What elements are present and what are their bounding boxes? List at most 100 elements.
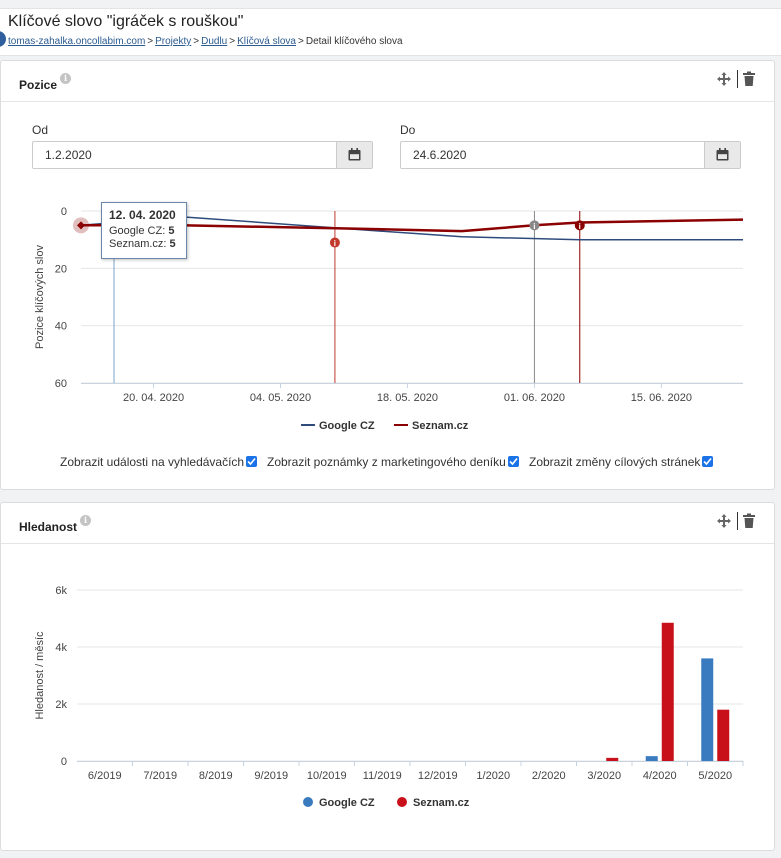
x-tick-label: 3/2020 — [587, 770, 621, 782]
legend-google[interactable]: Google CZ — [303, 797, 375, 809]
y-tick-label: 40 — [55, 321, 67, 333]
toolbar-divider — [737, 512, 738, 530]
legend-seznam[interactable]: Seznam.cz — [397, 797, 469, 809]
breadcrumb-separator: > — [298, 36, 304, 47]
legend-dot-google — [303, 797, 313, 807]
checkbox-landing-page-changes[interactable]: Zobrazit změny cílových stránek — [529, 455, 714, 469]
page-title: Klíčové slovo "igráček s rouškou" — [8, 13, 244, 30]
breadcrumb-root-link[interactable]: tomas-zahalka.oncollabim.com — [8, 36, 146, 47]
checkbox-checked-icon[interactable] — [246, 456, 258, 467]
from-label: Od — [32, 123, 49, 137]
bar-google — [645, 756, 658, 761]
move-icon[interactable] — [716, 513, 732, 529]
move-icon[interactable] — [716, 71, 732, 87]
x-tick-label: 8/2019 — [199, 770, 233, 782]
trash-icon[interactable] — [742, 71, 756, 87]
breadcrumb-separator: > — [193, 36, 200, 47]
tooltip-row-google: Google CZ: 5 — [109, 225, 186, 238]
x-tick-label: 1/2020 — [476, 770, 510, 782]
legend-label: Seznam.cz — [412, 420, 469, 432]
checkbox-search-events[interactable]: Zobrazit události na vyhledávačích — [60, 455, 258, 469]
legend-google[interactable]: Google CZ — [301, 420, 375, 432]
breadcrumb-project-link[interactable]: Dudlu — [201, 36, 228, 47]
event-marker-icon — [574, 220, 585, 231]
x-tick-label: 4/2020 — [643, 770, 677, 782]
x-tick-label: 6/2019 — [88, 770, 122, 782]
legend-line-seznam — [394, 424, 408, 426]
info-icon[interactable]: i — [60, 73, 71, 84]
position-chart: 0 20 40 60 20. 04. 2020 04. 05. 2020 18. 05. 2… — [34, 206, 744, 404]
position-panel: Pozice i Od Do — [0, 60, 775, 490]
bar-google — [701, 658, 714, 761]
checkbox-marketing-notes[interactable]: Zobrazit poznámky z marketingového deník… — [267, 455, 519, 469]
trash-icon[interactable] — [742, 513, 756, 529]
from-calendar-button[interactable] — [336, 142, 372, 168]
hover-point-seznam — [77, 221, 85, 230]
breadcrumb-separator: > — [229, 36, 236, 47]
y-tick-label: 2k — [55, 699, 67, 711]
checkbox-checked-icon[interactable] — [507, 456, 519, 467]
x-tick-label: 9/2019 — [254, 770, 288, 782]
y-tick-label: 6k — [55, 585, 67, 597]
x-tick-label: 5/2020 — [698, 770, 732, 782]
y-tick-label: 60 — [55, 378, 67, 390]
x-tick-label: 11/2019 — [363, 770, 402, 782]
tooltip-row-seznam: Seznam.cz: 5 — [109, 238, 186, 251]
panel-title: Pozice — [19, 78, 58, 92]
breadcrumb-separator: > — [147, 36, 154, 47]
from-date-input[interactable] — [33, 142, 336, 168]
breadcrumb-current: Detail klíčového slova — [305, 36, 403, 47]
checkbox-checked-icon[interactable] — [702, 456, 714, 467]
search-volume-panel: Hledanost i 0 2k 4k 6k Hledanost / měsíc 6/20… — [0, 502, 775, 851]
x-tick-label: 15. 06. 2020 — [631, 392, 692, 404]
info-icon[interactable]: i — [80, 515, 91, 526]
search-volume-chart: 0 2k 4k 6k Hledanost / měsíc 6/2019 7/2019 8/20… — [34, 585, 744, 782]
panel-header: Pozice i — [1, 61, 774, 102]
page-header: Klíčové slovo "igráček s rouškou" tomas-… — [0, 8, 781, 56]
toolbar-divider — [737, 70, 738, 88]
to-date-input[interactable] — [401, 142, 704, 168]
y-axis-label: Hledanost / měsíc — [34, 631, 46, 720]
bar-seznam — [717, 709, 730, 761]
bar-seznam — [606, 757, 619, 761]
x-tick-label: 12/2019 — [418, 770, 458, 782]
checkbox-label: Zobrazit změny cílových stránek — [529, 455, 701, 469]
x-tick-label: 18. 05. 2020 — [377, 392, 438, 404]
legend-label: Seznam.cz — [413, 797, 470, 809]
legend-line-google — [301, 424, 315, 426]
to-date-field — [400, 141, 741, 169]
to-calendar-button[interactable] — [704, 142, 740, 168]
breadcrumb-projects-link[interactable]: Projekty — [155, 36, 192, 47]
calendar-icon — [348, 148, 361, 161]
from-date-field — [32, 141, 373, 169]
tooltip-date: 12. 04. 2020 — [109, 208, 176, 222]
panel-title: Hledanost — [19, 520, 78, 534]
breadcrumb-keywords-link[interactable]: Klíčová slova — [237, 36, 296, 47]
legend-dot-seznam — [397, 797, 407, 807]
legend-label: Google CZ — [319, 797, 375, 809]
legend-label: Google CZ — [319, 420, 375, 432]
x-tick-label: 20. 04. 2020 — [123, 392, 184, 404]
chart-tooltip: 12. 04. 2020 Google CZ: 5 Seznam.cz: 5 — [101, 202, 187, 259]
bar-seznam — [661, 622, 674, 761]
tooltip-label: Seznam.cz: — [109, 238, 167, 250]
to-label: Do — [400, 123, 416, 137]
event-marker-glyph: i — [334, 239, 336, 248]
y-tick-label: 4k — [55, 642, 67, 654]
y-tick-label: 20 — [55, 263, 67, 275]
tooltip-value: 5 — [169, 238, 176, 250]
checkbox-label: Zobrazit poznámky z marketingového deník… — [267, 455, 506, 469]
avatar[interactable] — [0, 31, 6, 47]
event-marker-glyph: i — [533, 222, 535, 231]
tooltip-value: 5 — [168, 225, 175, 237]
tooltip-label: Google CZ: — [109, 225, 166, 237]
y-tick-label: 0 — [61, 206, 67, 218]
legend-seznam[interactable]: Seznam.cz — [394, 420, 468, 432]
x-tick-label: 2/2020 — [532, 770, 566, 782]
y-tick-label: 0 — [61, 756, 67, 768]
checkbox-label: Zobrazit události na vyhledávačích — [60, 455, 245, 469]
calendar-icon — [716, 148, 729, 161]
event-marker-icon — [329, 237, 340, 248]
x-tick-label: 04. 05. 2020 — [250, 392, 311, 404]
y-axis-label: Pozice klíčových slov — [34, 245, 46, 349]
